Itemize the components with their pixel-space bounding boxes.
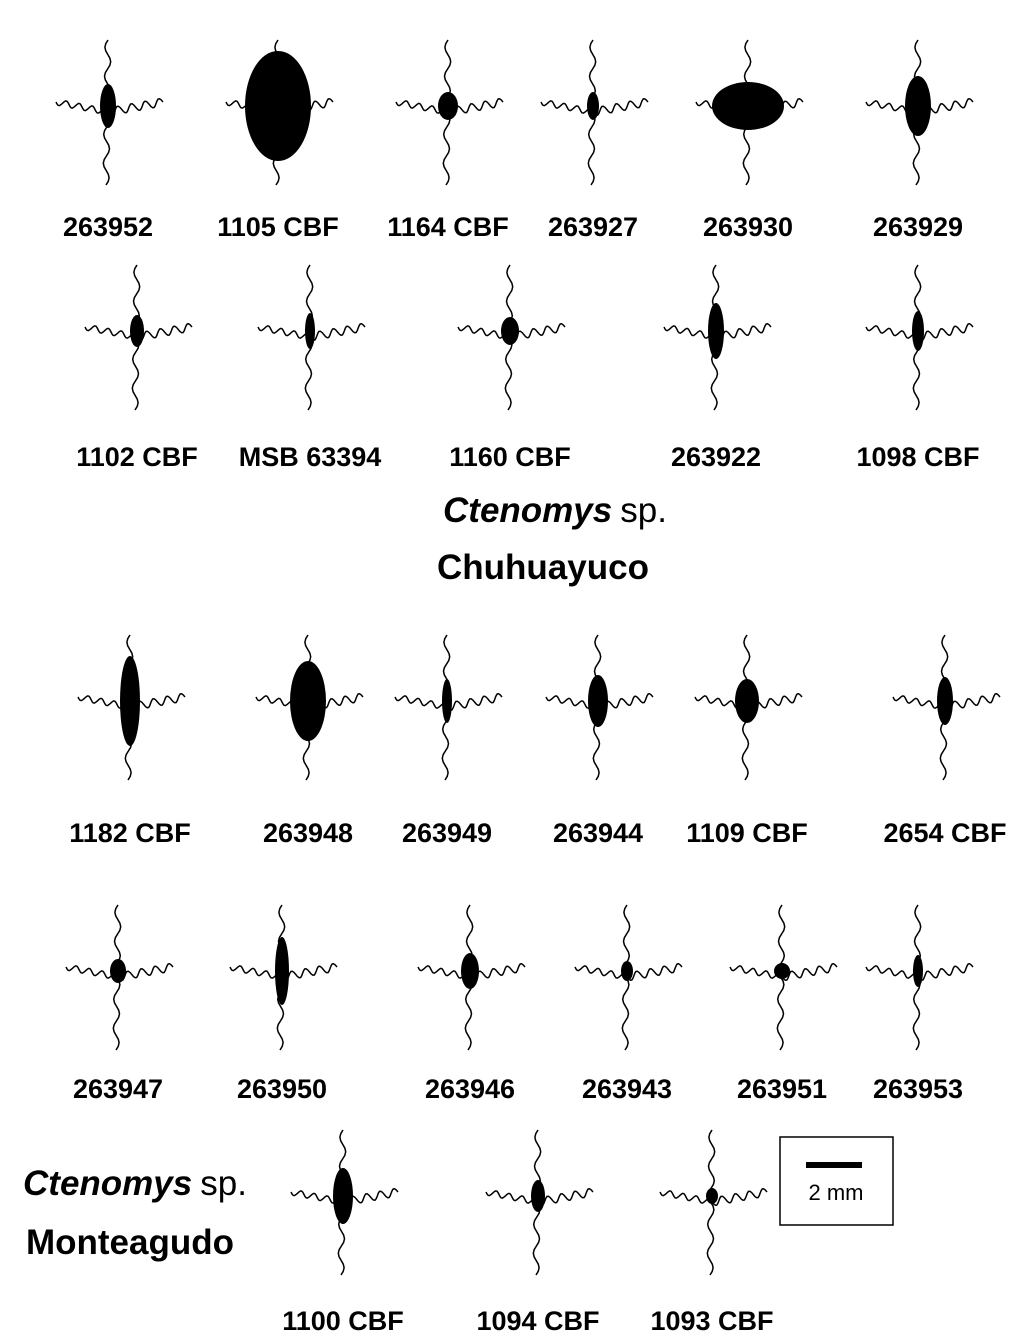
baculum-arm: [944, 693, 1001, 711]
caption-species: Ctenomys sp.: [443, 491, 667, 530]
baculum-arm: [136, 323, 193, 341]
baculum-arm: [84, 325, 138, 339]
baculum-arm: [395, 100, 449, 114]
baculum-body: [245, 51, 311, 161]
baculum-arm: [229, 965, 283, 979]
baculum-arm: [659, 1190, 713, 1204]
baculum-arm: [485, 1190, 539, 1204]
baculum-body: [305, 313, 315, 349]
baculum-arm: [107, 98, 164, 116]
baculum-arm: [865, 325, 919, 339]
baculum-body: [130, 315, 144, 347]
baculum-body: [438, 92, 458, 120]
specimen-label: 1109 CBF: [686, 818, 808, 848]
baculum-body: [333, 1168, 353, 1224]
scale-label: 2 mm: [809, 1180, 864, 1205]
specimen-label: 263947: [73, 1074, 163, 1104]
specimen-label: 1182 CBF: [69, 818, 191, 848]
specimen-label: 1160 CBF: [449, 442, 571, 472]
baculum-arm: [917, 323, 974, 341]
baculum-body: [110, 959, 126, 983]
baculum-arm: [592, 98, 649, 116]
baculum-arm: [574, 965, 628, 979]
specimen-label: 1093 CBF: [650, 1306, 773, 1336]
baculum-body: [774, 963, 790, 979]
baculum-arm: [917, 963, 974, 981]
baculum-body: [735, 679, 759, 723]
specimen-label: 1100 CBF: [282, 1306, 404, 1336]
baculum-arm: [537, 1188, 594, 1206]
baculum-arm: [446, 693, 503, 711]
baculum-body: [913, 955, 923, 987]
specimen-label: 263943: [582, 1074, 672, 1104]
specimen-label: 263927: [548, 212, 638, 242]
specimen-label: 1102 CBF: [76, 442, 198, 472]
genus: Ctenomys: [23, 1164, 192, 1203]
caption-locality: Chuhuayuco: [437, 548, 649, 587]
genus: Ctenomys: [443, 491, 612, 530]
baculum-body: [588, 675, 608, 727]
specimen-label: 1094 CBF: [476, 1306, 599, 1336]
baculum-arm: [417, 965, 471, 979]
baculum-arm: [729, 965, 783, 979]
specimen-label: 263950: [237, 1074, 327, 1104]
baculum-body: [461, 953, 479, 989]
scale-box: [779, 1136, 894, 1226]
baculum-arm: [626, 963, 683, 981]
baculum-arm: [257, 325, 311, 339]
species-rest: sp.: [200, 1164, 247, 1203]
baculum-arm: [281, 963, 338, 981]
baculum-body: [712, 82, 784, 130]
baculum-arm: [865, 965, 919, 979]
baculum-arm: [781, 963, 838, 981]
baculum-body: [275, 937, 289, 1005]
specimen-label: 1098 CBF: [856, 442, 979, 472]
baculum-body: [501, 317, 519, 345]
baculum-arm: [711, 1188, 768, 1206]
baculum-body: [120, 656, 140, 746]
baculum-body: [937, 677, 953, 725]
baculum-arm: [892, 695, 946, 709]
specimen-label: 263948: [263, 818, 353, 848]
baculum-body: [290, 661, 326, 741]
caption-species: Ctenomys sp.: [23, 1164, 247, 1203]
specimen-label: 263953: [873, 1074, 963, 1104]
baculum-body: [905, 76, 931, 136]
species-rest: sp.: [620, 491, 667, 530]
specimen-label: 263944: [553, 818, 643, 848]
caption-locality: Monteagudo: [26, 1223, 234, 1262]
baculum-arm: [663, 325, 717, 339]
baculum-arm: [55, 100, 109, 114]
specimen-label: 263930: [703, 212, 793, 242]
baculum-body: [587, 92, 599, 120]
specimen-label: 263929: [873, 212, 963, 242]
specimen-label: 263922: [671, 442, 761, 472]
baculum-body: [621, 961, 633, 981]
baculum-body: [100, 84, 116, 128]
baculum-arm: [540, 100, 594, 114]
specimen-label: 263949: [402, 818, 492, 848]
baculum-arm: [309, 323, 366, 341]
specimen-label: 263951: [737, 1074, 827, 1104]
specimen-label: 1105 CBF: [217, 212, 339, 242]
specimen-label: 263952: [63, 212, 153, 242]
baculum-body: [531, 1180, 545, 1212]
specimen-label: MSB 63394: [239, 442, 382, 472]
baculum-arm: [457, 325, 511, 339]
specimen-label: 2654 CBF: [883, 818, 1006, 848]
baculum-body: [442, 679, 452, 723]
baculum-body: [708, 303, 724, 359]
baculum-arm: [117, 963, 174, 981]
specimen-label: 1164 CBF: [387, 212, 509, 242]
baculum-body: [706, 1188, 718, 1204]
baculum-arm: [715, 323, 772, 341]
specimen-label: 263946: [425, 1074, 515, 1104]
baculum-arm: [65, 965, 119, 979]
baculum-body: [912, 311, 924, 351]
baculum-arm: [394, 695, 448, 709]
